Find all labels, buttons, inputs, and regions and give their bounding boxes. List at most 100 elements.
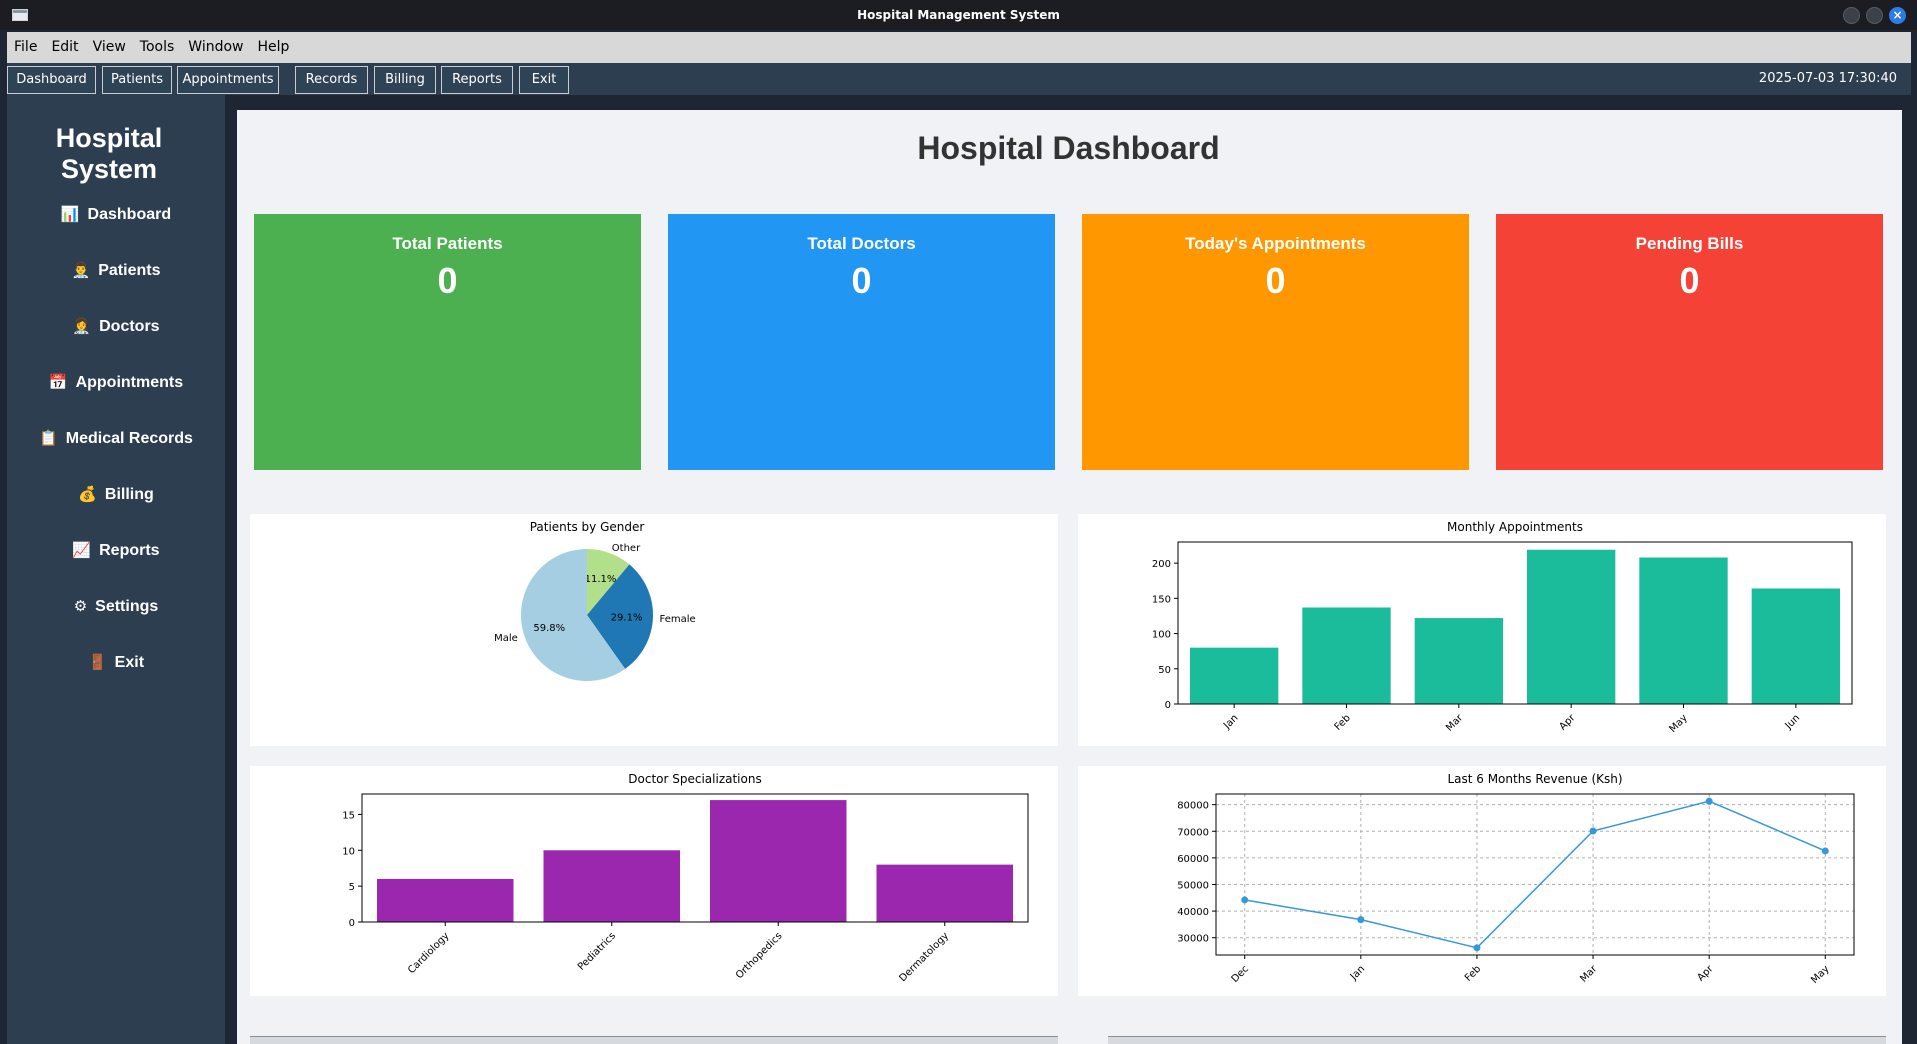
sidebar-item-doctors[interactable]: 👩‍⚕️ Doctors (7, 310, 225, 344)
pie-pct-label: 11.1% (585, 574, 617, 585)
y-tick-label: 10 (342, 846, 355, 857)
money-bag-icon: 💰 (78, 486, 97, 503)
pie-category-label: Male (494, 633, 518, 644)
bar (543, 850, 680, 922)
chart-title: Monthly Appointments (1447, 520, 1583, 534)
bar-chart-icon: 📊 (60, 206, 80, 223)
toolbar-records-button[interactable]: Records (295, 66, 368, 94)
bar (1639, 557, 1728, 704)
close-button[interactable]: × (1889, 7, 1906, 24)
y-tick-label: 40000 (1177, 907, 1209, 918)
stat-card-title: Total Doctors (807, 234, 916, 253)
sidebar-item-label: Patients (98, 262, 161, 279)
stat-card-value: 0 (1679, 260, 1700, 301)
x-tick-label: May (1667, 713, 1689, 735)
sidebar-item-appointments[interactable]: 📅 Appointments (7, 366, 225, 400)
sidebar-item-label: Settings (95, 598, 159, 615)
x-tick-label: Dec (1230, 964, 1251, 985)
clipboard-icon: 📋 (39, 430, 58, 447)
sidebar-item-label: Dashboard (87, 206, 172, 223)
revenue-panel: Last 6 Months Revenue (Ksh) 30000 40000 500… (1078, 766, 1886, 996)
menu-window[interactable]: Window (188, 39, 244, 55)
menu-file[interactable]: File (14, 39, 38, 55)
sidebar-item-exit[interactable]: 🚪 Exit (7, 646, 225, 680)
bar (1414, 618, 1503, 704)
stat-card-total-patients: Total Patients 0 (254, 214, 641, 470)
bar (710, 800, 847, 922)
chart-title: Doctor Specializations (628, 772, 761, 786)
x-tick-label: Jun (1783, 713, 1803, 733)
sidebar-item-dashboard[interactable]: 📊 Dashboard (7, 198, 225, 232)
bar (1190, 647, 1279, 704)
data-point (1589, 827, 1597, 835)
chart-title: Patients by Gender (530, 520, 645, 534)
stat-card-title: Pending Bills (1635, 234, 1744, 253)
doctor-specializations-panel: Doctor Specializations Cardiology Pediatri… (250, 766, 1058, 996)
data-point (1241, 896, 1249, 904)
toolbar-reports-button[interactable]: Reports (441, 66, 513, 94)
menu-view[interactable]: View (92, 39, 126, 55)
toolbar-exit-button[interactable]: Exit (519, 66, 569, 94)
sidebar-item-label: Doctors (99, 318, 160, 335)
data-point (1705, 797, 1713, 805)
sidebar-item-label: Medical Records (65, 430, 193, 447)
y-tick-label: 15 (342, 810, 355, 821)
sidebar-item-label: Reports (99, 542, 160, 559)
toolbar-appointments-button[interactable]: Appointments (177, 66, 279, 94)
sidebar-item-patients[interactable]: 👨‍⚕️ Patients (7, 254, 225, 288)
menu-tools[interactable]: Tools (139, 39, 175, 55)
toolbar: Dashboard Patients Appointments Records … (7, 63, 1911, 95)
bar (1302, 607, 1391, 704)
pie-category-label: Female (660, 614, 696, 625)
menu-edit[interactable]: Edit (51, 39, 79, 55)
x-tick-label: Apr (1558, 712, 1579, 733)
sidebar-item-medical-records[interactable]: 📋 Medical Records (7, 422, 225, 456)
sidebar-item-billing[interactable]: 💰 Billing (7, 478, 225, 512)
x-tick-label: Feb (1463, 964, 1483, 984)
doctor-specializations-chart: Doctor Specializations Cardiology Pediatri… (342, 772, 1029, 985)
x-tick-label: Dermatology (897, 931, 951, 985)
stat-card-title: Total Patients (392, 234, 503, 253)
stat-card-pending-bills: Pending Bills 0 (1496, 214, 1883, 470)
y-tick-label: 80000 (1177, 801, 1209, 812)
bar (1751, 588, 1840, 704)
sidebar-item-label: Billing (104, 486, 154, 503)
stat-card-total-doctors: Total Doctors 0 (668, 214, 1055, 470)
y-tick-label: 30000 (1177, 934, 1209, 945)
y-tick-label: 0 (349, 918, 355, 929)
toolbar-dashboard-button[interactable]: Dashboard (7, 66, 96, 94)
sidebar-item-settings[interactable]: ⚙ Settings (7, 590, 225, 624)
minimize-button[interactable] (1843, 7, 1860, 24)
pie-slice (587, 549, 630, 615)
x-tick-label: Apr (1696, 963, 1717, 984)
menu-help[interactable]: Help (257, 39, 290, 55)
trend-chart-icon: 📈 (72, 542, 92, 559)
title-bar: Hospital Management System × (0, 0, 1917, 30)
revenue-line-chart: Last 6 Months Revenue (Ksh) 30000 40000 500… (1177, 772, 1855, 986)
plot-frame (1215, 793, 1855, 956)
sidebar-item-reports[interactable]: 📈 Reports (7, 534, 225, 568)
stat-card-todays-appointments: Today's Appointments 0 (1082, 214, 1469, 470)
y-tick-label: 150 (1152, 594, 1171, 605)
sidebar: Hospital System 📊 Dashboard 👨‍⚕️ Patients … (7, 95, 225, 1044)
y-tick-label: 200 (1152, 559, 1171, 570)
dashboard-main: Hospital Dashboard Total Patients 0 Tota… (237, 110, 1902, 1044)
stat-card-value: 0 (437, 260, 458, 301)
x-tick-label: Mar (1444, 712, 1466, 734)
y-tick-label: 50 (1158, 665, 1171, 676)
chart-title: Last 6 Months Revenue (Ksh) (1447, 772, 1622, 786)
gender-pie-panel: Patients by Gender 11.1% Other 29.1% Female 5… (250, 514, 1058, 746)
y-tick-label: 0 (1165, 700, 1171, 711)
y-tick-label: 70000 (1177, 827, 1209, 838)
maximize-button[interactable] (1866, 7, 1883, 24)
bar (876, 864, 1013, 922)
pie-slice (587, 564, 653, 669)
y-tick-label: 100 (1152, 630, 1171, 641)
lower-panel-edge (1108, 1036, 1886, 1044)
toolbar-billing-button[interactable]: Billing (374, 66, 436, 94)
pie-slice (521, 549, 626, 681)
bar (377, 878, 514, 922)
toolbar-patients-button[interactable]: Patients (102, 66, 172, 94)
plot-frame (1177, 541, 1853, 705)
y-tick-label: 5 (349, 882, 355, 893)
